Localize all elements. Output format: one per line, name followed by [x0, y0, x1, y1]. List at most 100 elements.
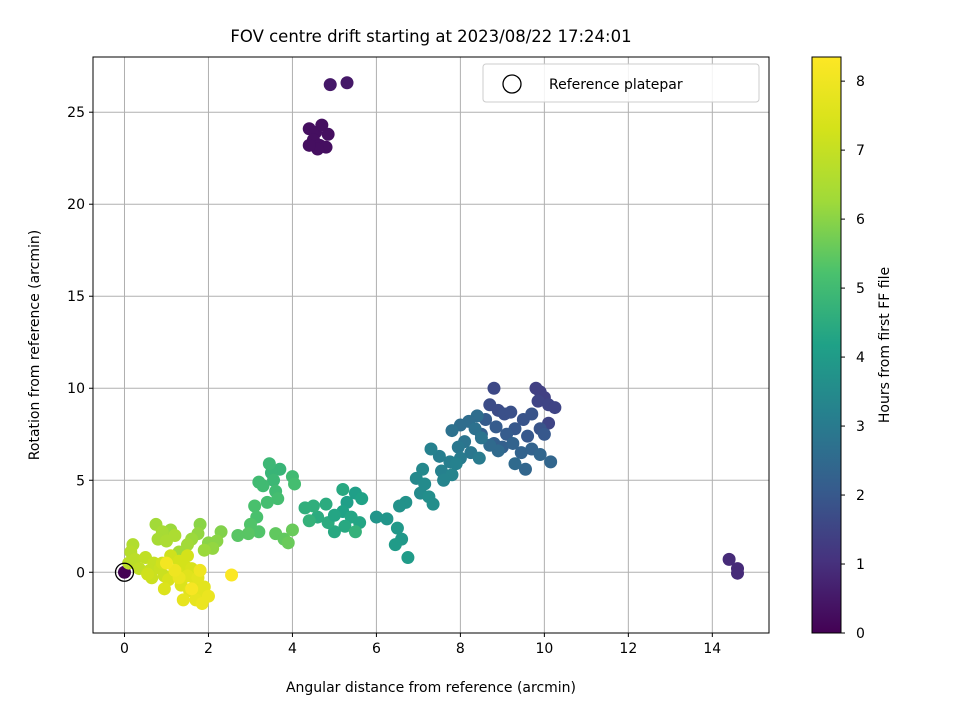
- data-point: [157, 582, 171, 596]
- y-axis-label: Rotation from reference (arcmin): [27, 230, 43, 460]
- data-point: [168, 563, 182, 577]
- colorbar-tick-label: 7: [856, 143, 865, 159]
- data-point: [327, 525, 341, 539]
- data-point: [321, 127, 335, 141]
- data-point: [487, 381, 501, 395]
- data-point: [531, 394, 545, 408]
- data-point: [201, 589, 215, 603]
- data-point: [449, 457, 463, 471]
- data-point: [336, 482, 350, 496]
- data-point: [340, 76, 354, 90]
- data-point: [168, 528, 182, 542]
- x-tick-label: 10: [535, 641, 553, 657]
- data-point: [424, 442, 438, 456]
- x-tick-label: 8: [456, 641, 465, 657]
- data-point: [489, 420, 503, 434]
- y-tick-label: 0: [76, 565, 85, 581]
- colorbar-ticks: 0 1 2 3 4 5 6 7 8: [841, 74, 865, 642]
- data-point: [319, 497, 333, 511]
- data-point: [506, 436, 520, 450]
- y-tick-label: 5: [76, 473, 85, 489]
- colorbar-tick-label: 5: [856, 281, 865, 297]
- data-point: [537, 427, 551, 441]
- data-point: [521, 429, 535, 443]
- data-point: [369, 510, 383, 524]
- colorbar-tick-label: 6: [856, 212, 865, 228]
- data-point: [248, 499, 262, 513]
- x-tick-label: 4: [288, 641, 297, 657]
- x-tick-label: 2: [204, 641, 213, 657]
- chart-title: FOV centre drift starting at 2023/08/22 …: [230, 27, 631, 46]
- data-points: [114, 76, 745, 611]
- data-point: [722, 552, 736, 566]
- data-point: [185, 582, 199, 596]
- colorbar-tick-label: 2: [856, 488, 865, 504]
- data-point: [197, 543, 211, 557]
- data-point: [416, 462, 430, 476]
- data-point: [504, 405, 518, 419]
- data-point: [500, 427, 514, 441]
- data-point: [281, 536, 295, 550]
- data-point: [445, 424, 459, 438]
- x-tick-label: 14: [703, 641, 721, 657]
- data-point: [315, 118, 329, 132]
- data-point: [231, 528, 245, 542]
- data-point: [298, 501, 312, 515]
- data-point: [525, 407, 539, 421]
- data-point: [514, 446, 528, 460]
- data-point: [260, 495, 274, 509]
- data-point: [508, 457, 522, 471]
- x-tick-label: 12: [619, 641, 637, 657]
- data-point: [180, 549, 194, 563]
- legend-entry-reference-platepar: Reference platepar: [549, 77, 683, 93]
- data-point: [267, 473, 281, 487]
- data-point: [285, 523, 299, 537]
- data-point: [180, 538, 194, 552]
- data-point: [302, 514, 316, 528]
- colorbar-gradient: [811, 56, 842, 634]
- data-point: [468, 422, 482, 436]
- legend-box: [482, 63, 760, 103]
- data-point: [252, 525, 266, 539]
- data-point: [533, 447, 547, 461]
- data-point: [338, 519, 352, 533]
- data-point: [426, 497, 440, 511]
- grid: [93, 57, 769, 633]
- x-tick-label: 0: [120, 641, 129, 657]
- y-tick-label: 25: [67, 105, 85, 121]
- data-point: [193, 563, 207, 577]
- plot-area-frame: [92, 56, 770, 634]
- data-point: [451, 440, 465, 454]
- data-point: [380, 512, 394, 526]
- data-point: [348, 525, 362, 539]
- reference-marker: [114, 562, 135, 582]
- data-point: [252, 475, 266, 489]
- data-point: [176, 593, 190, 607]
- data-point: [262, 457, 276, 471]
- x-tick-label: 6: [372, 641, 381, 657]
- data-point: [390, 521, 404, 535]
- colorbar-tick-label: 4: [856, 350, 865, 366]
- y-tick-label: 20: [67, 197, 85, 213]
- data-point: [393, 499, 407, 513]
- data-point: [388, 538, 402, 552]
- data-point: [432, 449, 446, 463]
- data-point: [241, 527, 255, 541]
- x-axis-label: Angular distance from reference (arcmin): [286, 680, 576, 696]
- data-point: [355, 492, 369, 506]
- data-point: [323, 78, 337, 92]
- colorbar-tick-label: 0: [856, 626, 865, 642]
- data-point: [327, 508, 341, 522]
- data-point: [474, 431, 488, 445]
- data-point: [271, 492, 285, 506]
- data-point: [159, 556, 173, 570]
- data-point: [483, 438, 497, 452]
- colorbar-tick-label: 1: [856, 557, 865, 573]
- y-axis-ticks: 0 5 10 15 20 25: [67, 105, 93, 581]
- data-point: [518, 462, 532, 476]
- data-point: [141, 567, 155, 581]
- data-point: [302, 138, 316, 152]
- legend: Reference platepar: [482, 63, 760, 103]
- colorbar: 0 1 2 3 4 5 6 7 8 Hours from first FF file: [811, 56, 893, 642]
